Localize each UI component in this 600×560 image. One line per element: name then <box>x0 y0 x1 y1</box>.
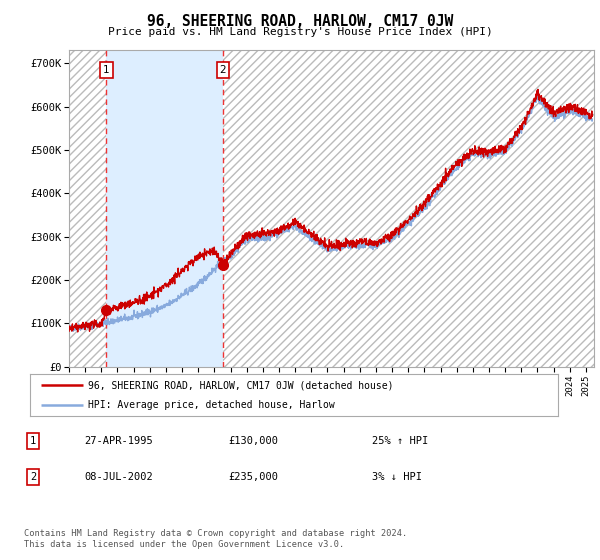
Text: HPI: Average price, detached house, Harlow: HPI: Average price, detached house, Harl… <box>88 400 335 409</box>
Text: 96, SHEERING ROAD, HARLOW, CM17 0JW (detached house): 96, SHEERING ROAD, HARLOW, CM17 0JW (det… <box>88 380 394 390</box>
Text: 3% ↓ HPI: 3% ↓ HPI <box>372 472 422 482</box>
Text: Price paid vs. HM Land Registry's House Price Index (HPI): Price paid vs. HM Land Registry's House … <box>107 27 493 37</box>
Text: 2: 2 <box>220 64 226 74</box>
Text: 27-APR-1995: 27-APR-1995 <box>84 436 153 446</box>
Text: 1: 1 <box>30 436 36 446</box>
Text: 96, SHEERING ROAD, HARLOW, CM17 0JW: 96, SHEERING ROAD, HARLOW, CM17 0JW <box>147 14 453 29</box>
Text: 08-JUL-2002: 08-JUL-2002 <box>84 472 153 482</box>
Text: 25% ↑ HPI: 25% ↑ HPI <box>372 436 428 446</box>
Bar <box>69 50 106 367</box>
Text: £130,000: £130,000 <box>228 436 278 446</box>
Bar <box>106 50 223 367</box>
Text: £235,000: £235,000 <box>228 472 278 482</box>
Text: 1: 1 <box>103 64 110 74</box>
Text: 2: 2 <box>30 472 36 482</box>
Text: Contains HM Land Registry data © Crown copyright and database right 2024.
This d: Contains HM Land Registry data © Crown c… <box>24 529 407 549</box>
Bar <box>223 50 594 367</box>
